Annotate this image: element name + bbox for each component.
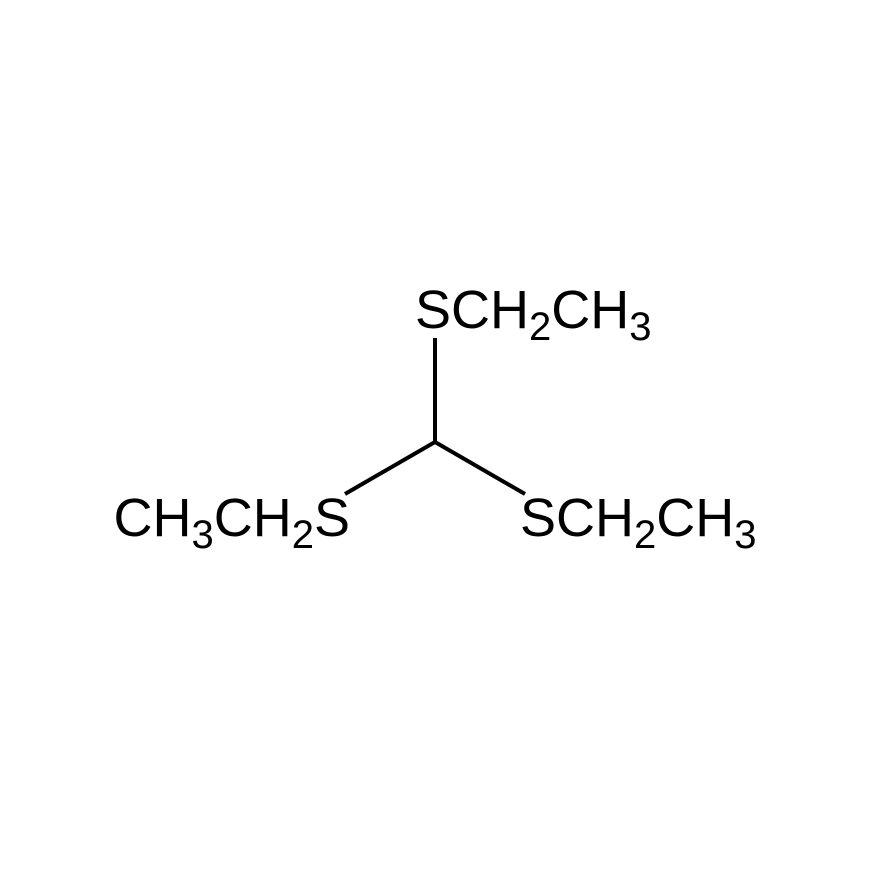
- chemical-structure-diagram: SCH2CH3 CH3CH2S SCH2CH3: [0, 0, 890, 890]
- atom-label-top: SCH2CH3: [415, 280, 652, 349]
- atom-label-bottom-left: CH3CH2S: [113, 488, 350, 557]
- atom-label-bottom-right: SCH2CH3: [520, 488, 757, 557]
- bond-line: [345, 442, 435, 494]
- bond-line: [435, 442, 525, 494]
